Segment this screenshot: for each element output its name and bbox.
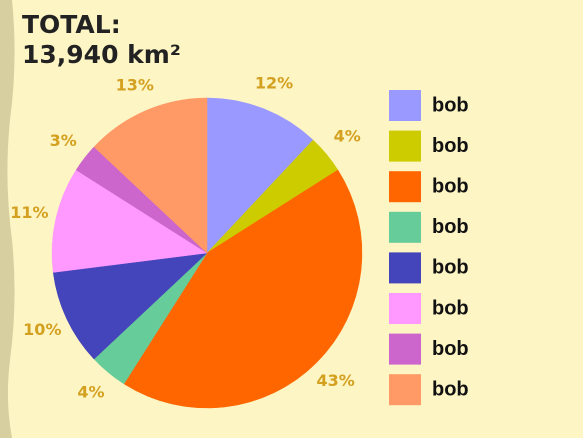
chart-subtitle: 13,940 km² bbox=[22, 40, 181, 69]
legend-label: bob bbox=[432, 216, 469, 238]
legend-label: bob bbox=[432, 257, 469, 279]
pie-slice bbox=[93, 97, 208, 254]
legend-label: bob bbox=[432, 338, 469, 360]
legend-label: bob bbox=[432, 378, 469, 400]
legend-swatch bbox=[389, 130, 421, 162]
slice-label: 13% bbox=[116, 75, 154, 94]
legend-label: bob bbox=[432, 135, 469, 157]
legend-swatch bbox=[389, 211, 421, 243]
legend-swatch bbox=[389, 252, 421, 284]
legend-swatch bbox=[389, 333, 421, 365]
legend-swatch bbox=[389, 293, 421, 324]
left-edge bbox=[0, 0, 15, 438]
slice-label: 43% bbox=[317, 371, 355, 390]
slice-label: 3% bbox=[50, 131, 77, 150]
pie-slice bbox=[123, 169, 363, 409]
pie-slice bbox=[51, 169, 208, 273]
legend-label: bob bbox=[432, 175, 469, 197]
slice-label: 11% bbox=[10, 203, 48, 222]
legend-swatch bbox=[389, 90, 421, 121]
slice-label: 10% bbox=[23, 320, 61, 339]
legend-label: bob bbox=[432, 297, 469, 319]
legend-swatch bbox=[389, 171, 421, 203]
slice-label: 4% bbox=[334, 126, 361, 145]
legend-swatch bbox=[389, 374, 421, 406]
pie-slice bbox=[206, 97, 314, 254]
chart-title: TOTAL: bbox=[22, 10, 121, 39]
legend-label: bob bbox=[432, 94, 469, 116]
slice-label: 4% bbox=[77, 383, 104, 402]
slice-label: 12% bbox=[255, 73, 293, 92]
pie-slice bbox=[52, 252, 208, 360]
